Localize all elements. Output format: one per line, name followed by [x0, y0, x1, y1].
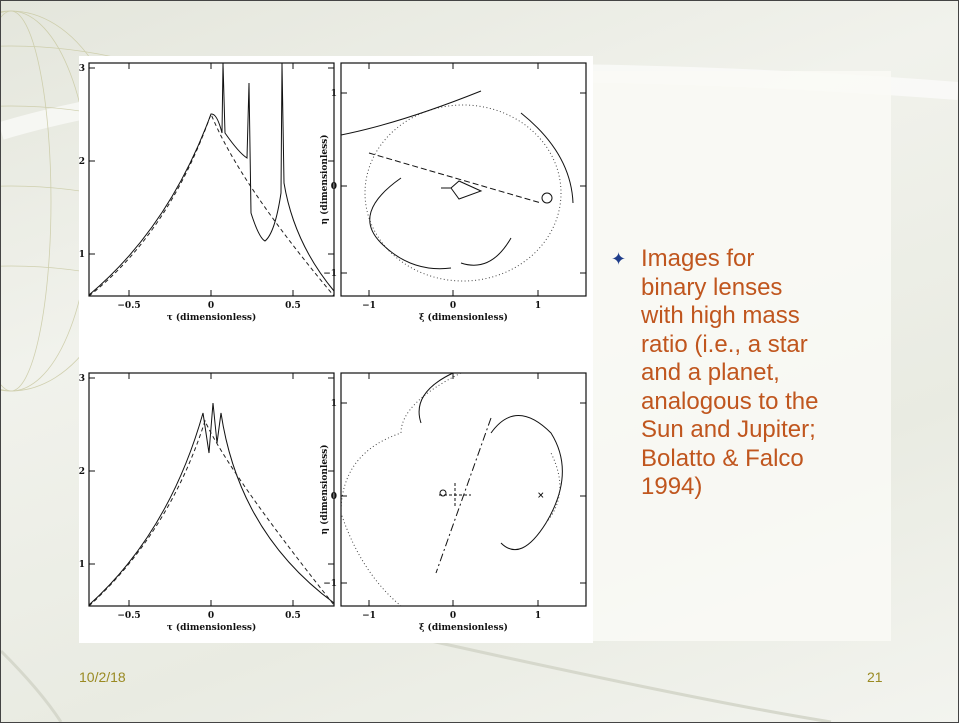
- svg-text:×: ×: [537, 491, 545, 501]
- slide-date: 10/2/18: [79, 669, 126, 685]
- x-axis-label: τ (dimensionless): [167, 312, 257, 323]
- y-tick-label: 1: [331, 399, 337, 409]
- y-axis-label: η (dimensionless): [319, 444, 330, 534]
- plot-frame: [89, 63, 334, 296]
- x-axis-label: ξ (dimensionless): [419, 312, 508, 323]
- x-tick-label: 0: [208, 611, 214, 621]
- slide: −0.500.5123τ (dimensionless)magnificatio…: [0, 0, 959, 723]
- x-tick-label: 1: [535, 611, 541, 621]
- x-axis-label: ξ (dimensionless): [419, 622, 508, 633]
- x-tick-label: −1: [362, 301, 376, 311]
- y-axis-label: η (dimensionless): [319, 134, 330, 224]
- plot-frame: [341, 373, 586, 606]
- curve: [89, 63, 334, 295]
- y-tick-label: 0: [331, 492, 337, 502]
- x-tick-label: 0: [450, 611, 456, 621]
- x-tick-label: 0: [450, 301, 456, 311]
- y-tick-label: 0: [331, 182, 337, 192]
- x-tick-label: −0.5: [117, 301, 140, 311]
- y-tick-label: 2: [79, 157, 85, 167]
- y-tick-label: 1: [331, 89, 337, 99]
- x-tick-label: 1: [535, 301, 541, 311]
- x-tick-label: 0.5: [285, 301, 301, 311]
- y-tick-label: 2: [79, 467, 85, 477]
- slide-number: 21: [867, 669, 883, 685]
- y-tick-label: 1: [79, 250, 85, 260]
- x-tick-label: 0.5: [285, 611, 301, 621]
- y-tick-label: −1: [323, 579, 337, 589]
- x-tick-label: 0: [208, 301, 214, 311]
- curve: [89, 114, 334, 296]
- x-tick-label: −0.5: [117, 611, 140, 621]
- y-tick-label: 3: [79, 64, 85, 74]
- x-tick-label: −1: [362, 611, 376, 621]
- bullet-icon: ✦: [611, 249, 626, 270]
- y-tick-label: 3: [79, 374, 85, 384]
- y-tick-label: 1: [79, 560, 85, 570]
- y-tick-label: −1: [323, 269, 337, 279]
- x-axis-label: τ (dimensionless): [167, 622, 257, 633]
- bullet-text: Images for binary lenses with high mass …: [641, 245, 821, 502]
